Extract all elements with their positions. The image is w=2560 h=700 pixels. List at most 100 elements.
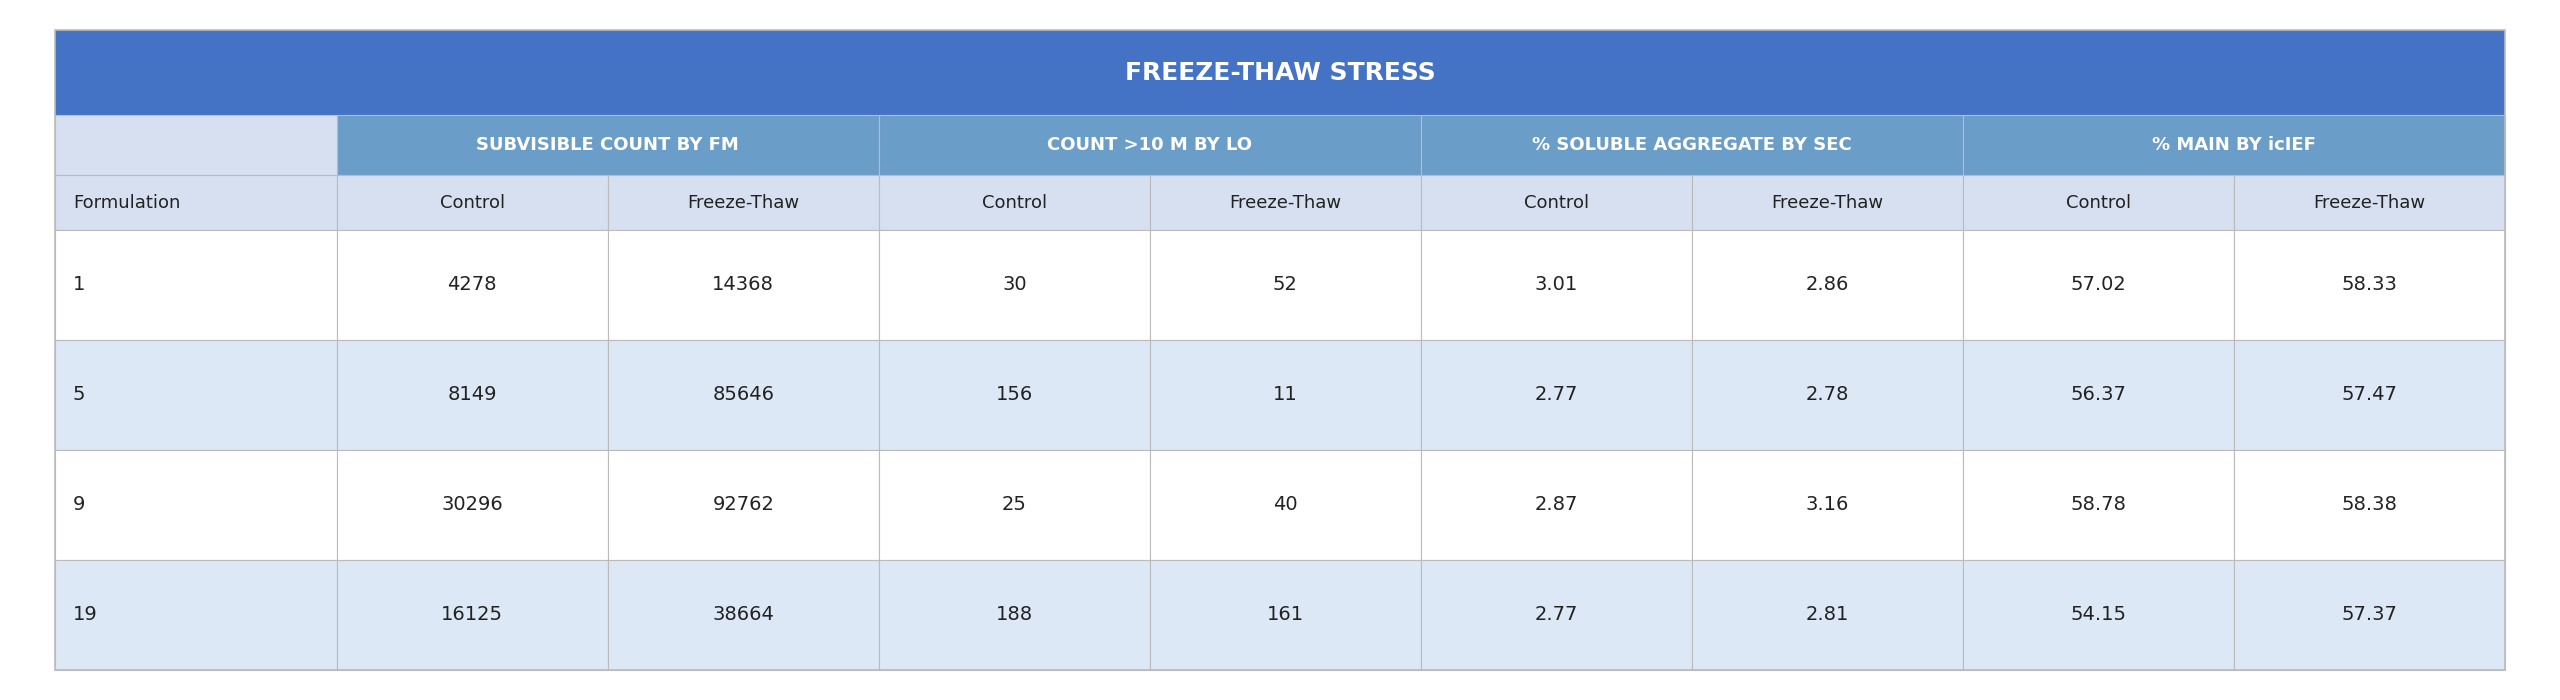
Bar [2235,230,2506,340]
Text: 2.87: 2.87 [1533,496,1577,514]
Bar [607,230,878,340]
Text: 14368: 14368 [712,276,773,295]
Text: Control: Control [440,193,504,211]
Text: 2.77: 2.77 [1533,386,1577,405]
Text: Control: Control [2066,193,2130,211]
Bar [54,560,338,670]
Bar [1692,340,1964,450]
Bar [1964,115,2506,175]
Text: 19: 19 [74,606,97,624]
Bar [1964,560,2235,670]
Text: Formulation: Formulation [74,193,179,211]
Bar [1149,175,1421,230]
Text: 56.37: 56.37 [2071,386,2127,405]
Text: 2.86: 2.86 [1805,276,1848,295]
Bar [1149,230,1421,340]
Text: 52: 52 [1272,276,1298,295]
Bar [607,340,878,450]
Bar [878,230,1149,340]
Text: Control: Control [1523,193,1590,211]
Bar [1964,175,2235,230]
Bar [878,175,1149,230]
Text: 156: 156 [996,386,1032,405]
Bar [1964,450,2235,560]
Text: Control: Control [983,193,1047,211]
Bar [338,560,607,670]
Text: 2.77: 2.77 [1533,606,1577,624]
Text: 30: 30 [1001,276,1027,295]
Text: 16125: 16125 [440,606,504,624]
Bar [878,560,1149,670]
Bar [1692,175,1964,230]
Text: Freeze-Thaw: Freeze-Thaw [1772,193,1884,211]
Bar [54,450,338,560]
Bar [1692,230,1964,340]
Text: Freeze-Thaw: Freeze-Thaw [686,193,799,211]
Bar [1964,340,2235,450]
Bar [338,340,607,450]
Bar [1149,450,1421,560]
Bar [1421,450,1692,560]
Text: 2.81: 2.81 [1805,606,1848,624]
Text: 85646: 85646 [712,386,773,405]
Text: % SOLUBLE AGGREGATE BY SEC: % SOLUBLE AGGREGATE BY SEC [1531,136,1851,154]
Text: 57.37: 57.37 [2342,606,2396,624]
Text: Freeze-Thaw: Freeze-Thaw [2314,193,2424,211]
Text: FREEZE-THAW STRESS: FREEZE-THAW STRESS [1124,60,1436,85]
Bar [878,340,1149,450]
Text: 30296: 30296 [440,496,504,514]
Text: 38664: 38664 [712,606,773,624]
Bar [2235,340,2506,450]
Text: 54.15: 54.15 [2071,606,2127,624]
Text: 9: 9 [74,496,84,514]
Text: 92762: 92762 [712,496,773,514]
Text: 58.78: 58.78 [2071,496,2127,514]
Text: % MAIN BY icIEF: % MAIN BY icIEF [2153,136,2317,154]
Bar [54,175,338,230]
Bar [1421,115,1964,175]
Bar [1421,340,1692,450]
Text: 4278: 4278 [448,276,497,295]
Bar [1964,230,2235,340]
Bar [54,340,338,450]
Bar [607,560,878,670]
Text: 25: 25 [1001,496,1027,514]
Bar [1149,560,1421,670]
Bar [54,230,338,340]
Text: 5: 5 [74,386,84,405]
Text: 58.33: 58.33 [2342,276,2396,295]
Bar [54,115,338,175]
Bar [1149,340,1421,450]
Bar [878,450,1149,560]
Bar [338,115,878,175]
Bar [1421,560,1692,670]
Bar [54,30,2506,115]
Bar [338,175,607,230]
Text: 11: 11 [1272,386,1298,405]
Bar [338,230,607,340]
Text: 2.78: 2.78 [1805,386,1848,405]
Bar [607,450,878,560]
Text: 188: 188 [996,606,1032,624]
Text: 57.47: 57.47 [2342,386,2396,405]
Bar [878,115,1421,175]
Bar [1421,230,1692,340]
Text: 3.01: 3.01 [1536,276,1577,295]
Text: 3.16: 3.16 [1805,496,1848,514]
Bar [1692,560,1964,670]
Bar [1692,450,1964,560]
Bar [2235,450,2506,560]
Text: COUNT >10 M BY LO: COUNT >10 M BY LO [1047,136,1252,154]
Text: Freeze-Thaw: Freeze-Thaw [1229,193,1341,211]
Bar [607,175,878,230]
Text: SUBVISIBLE COUNT BY FM: SUBVISIBLE COUNT BY FM [476,136,740,154]
Bar [2235,560,2506,670]
Bar [2235,175,2506,230]
Text: 57.02: 57.02 [2071,276,2127,295]
Text: 58.38: 58.38 [2342,496,2396,514]
Bar [338,450,607,560]
Text: 8149: 8149 [448,386,497,405]
Text: 40: 40 [1272,496,1298,514]
Text: 1: 1 [74,276,84,295]
Text: 161: 161 [1267,606,1303,624]
